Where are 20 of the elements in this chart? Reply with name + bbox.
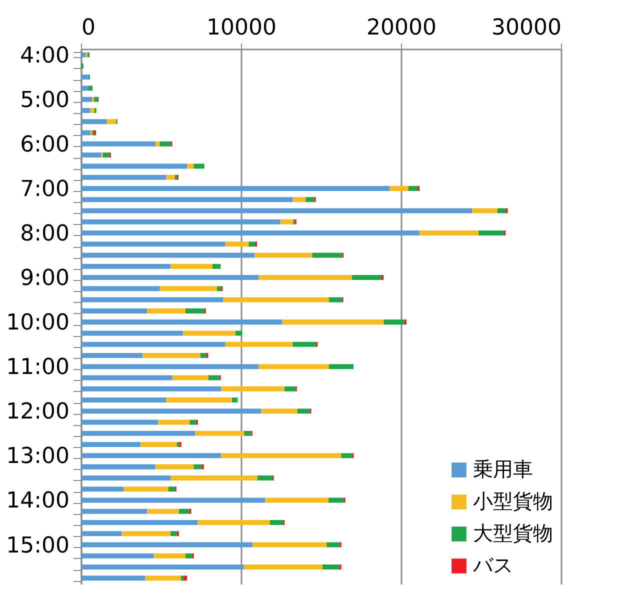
- legend-label: 小型貨物: [473, 489, 553, 513]
- y-tick-label: 12:00: [6, 400, 70, 425]
- y-tick-label: 6:00: [20, 132, 70, 158]
- legend-label: バス: [472, 553, 513, 577]
- legend-label: 乗用車: [473, 457, 533, 481]
- y-tick-label: 11:00: [6, 355, 70, 380]
- y-tick-label: 4:00: [20, 43, 70, 68]
- y-tick-label: 5:00: [20, 88, 70, 113]
- y-tick-label: 7:00: [20, 176, 70, 202]
- x-tick-label: 0: [82, 16, 96, 40]
- y-tick-label: 15:00: [6, 533, 70, 558]
- y-tick-label: 8:00: [20, 221, 70, 246]
- y-tick-label: 9:00: [20, 266, 70, 292]
- x-tick-label: 10000: [206, 16, 276, 40]
- y-tick-label: 14:00: [6, 488, 70, 514]
- x-tick-label: 30000: [492, 16, 562, 40]
- x-tick-label: 20000: [366, 16, 436, 40]
- legend-label: 大型貨物: [473, 521, 553, 545]
- y-tick-label: 10:00: [6, 310, 70, 336]
- y-tick-label: 13:00: [6, 444, 70, 470]
